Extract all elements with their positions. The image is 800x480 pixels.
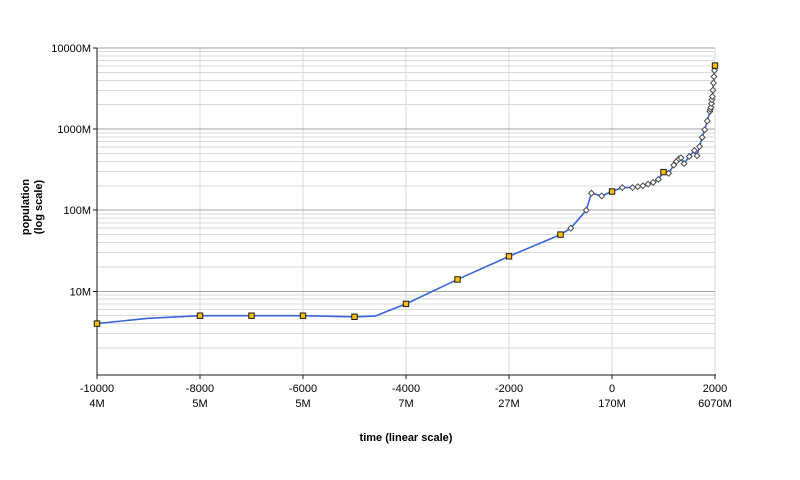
marker-diamond	[708, 93, 716, 101]
y-tick-label: 10000M	[51, 43, 91, 55]
marker-diamond	[634, 183, 642, 191]
x-axis-tick-labels: -10000 4M -8000 5M -6000 5M -4000 7M -2000 27M 0 17…	[80, 383, 732, 410]
marker-diamond	[587, 189, 595, 197]
marker-diamond	[701, 126, 709, 134]
marker-square	[711, 62, 719, 69]
marker-square	[505, 253, 513, 260]
marker-diamond	[654, 175, 662, 183]
marker-diamond	[685, 152, 693, 160]
marker-diamond	[649, 178, 657, 186]
x-tick-population-label: 170M	[598, 398, 626, 410]
marker-square	[351, 313, 358, 320]
marker-diamond	[710, 73, 718, 81]
x-tick-year-label: -6000	[289, 383, 317, 395]
major-gridlines	[97, 47, 715, 292]
y-axis-ticks	[93, 47, 97, 292]
x-axis-title: time (linear scale)	[360, 432, 453, 444]
x-tick-population-label: 4M	[89, 398, 104, 410]
marker-diamond	[639, 182, 647, 190]
marker-diamond	[629, 184, 637, 192]
marker-diamond	[709, 86, 717, 94]
marker-diamond	[696, 142, 704, 151]
marker-square	[402, 300, 410, 308]
marker-diamond	[709, 79, 717, 87]
marker-diamond	[710, 67, 719, 75]
minor-gridlines	[97, 51, 715, 349]
marker-square	[557, 231, 564, 238]
x-tick-population-label: 7M	[398, 398, 413, 410]
marker-diamond	[703, 117, 711, 125]
marker-diamond	[677, 154, 685, 162]
y-tick-label: 1000M	[57, 124, 91, 136]
marker-diamond	[582, 206, 590, 214]
marker-square	[248, 312, 255, 319]
marker-square	[196, 312, 204, 319]
marker-diamond	[693, 152, 701, 160]
y-axis-title-line1: population	[20, 179, 32, 235]
marker-diamond	[665, 169, 673, 177]
x-axis-ticks	[96, 375, 716, 379]
x-tick-population-label: 5M	[295, 398, 310, 410]
x-tick-year-label: -10000	[80, 383, 114, 395]
marker-diamond	[644, 180, 652, 188]
marker-square	[454, 276, 461, 283]
y-tick-label: 100M	[63, 205, 91, 217]
x-tick-population-label: 27M	[498, 398, 519, 410]
marker-diamond	[690, 146, 698, 155]
marker-diamond	[618, 184, 626, 192]
marker-square	[299, 312, 307, 319]
y-tick-label: 10M	[70, 286, 91, 298]
marker-square	[608, 188, 616, 195]
marker-diamond	[680, 160, 688, 168]
y-axis-tick-labels: 10000M 1000M 100M 10M	[51, 43, 91, 298]
y-axis-title-line2: (log scale)	[33, 179, 45, 234]
marker-diamond	[598, 192, 606, 200]
x-tick-year-label: -4000	[392, 383, 420, 395]
vertical-gridlines	[199, 48, 716, 375]
marker-square	[93, 320, 101, 327]
x-tick-year-label: -8000	[186, 383, 214, 395]
marker-diamond	[567, 224, 575, 232]
x-tick-population-label: 6070M	[698, 398, 732, 410]
x-tick-year-label: 2000	[703, 383, 727, 395]
marker-diamond	[698, 133, 706, 141]
marker-square	[660, 168, 667, 176]
x-tick-year-label: -2000	[495, 383, 523, 395]
x-tick-population-label: 5M	[192, 398, 207, 410]
x-tick-year-label: 0	[609, 383, 615, 395]
data-point-markers	[93, 62, 719, 327]
